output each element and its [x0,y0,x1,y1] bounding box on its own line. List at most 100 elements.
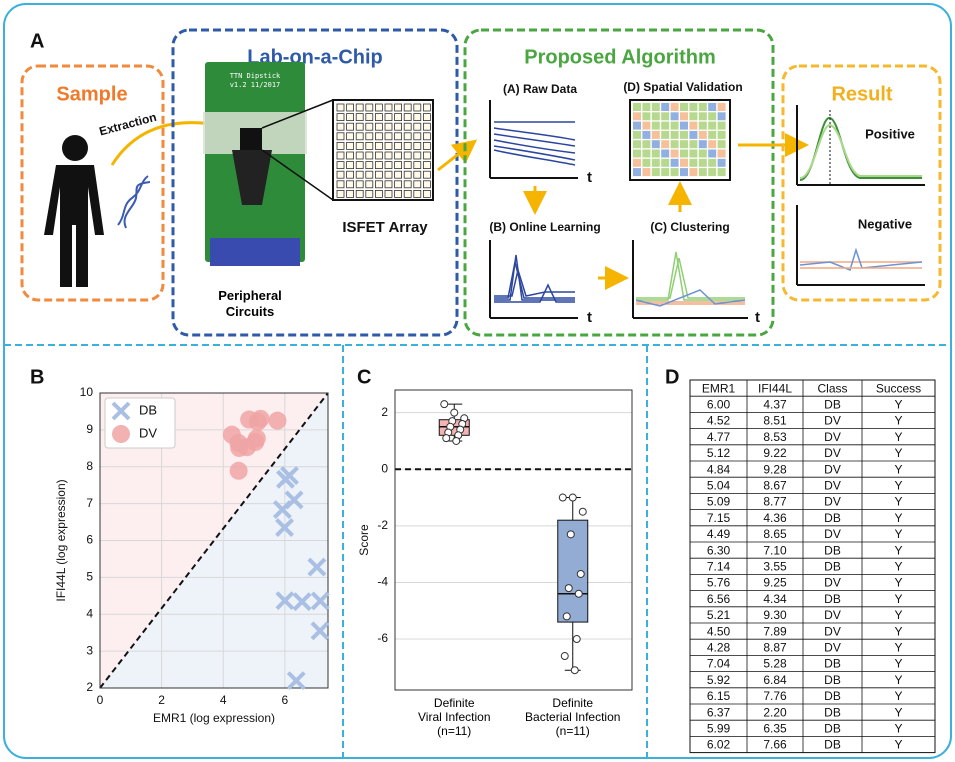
point [566,530,575,539]
table-cell: 8.87 [763,640,787,654]
step-label: (A) Raw Data [503,82,577,96]
validation-cell [642,140,651,149]
step-label: (D) Spatial Validation [623,80,742,94]
array-cell [413,161,422,170]
table-cell: 4.84 [707,462,731,476]
validation-cell [698,121,707,130]
validation-cell [651,158,660,167]
validation-cell [708,130,717,139]
table-cell: Y [894,543,902,557]
table-cell: Y [894,430,902,444]
mini-axes [796,205,925,286]
zoom-line [261,149,334,201]
array-cell [365,161,374,170]
validation-cell [661,140,670,149]
legend-label: DV [139,425,157,440]
table-cell: 9.22 [763,446,787,460]
validation-cell [651,168,660,177]
array-cell [365,122,374,131]
array-cell [403,170,412,179]
array-cell [422,132,431,141]
validation-cell [661,158,670,167]
point [286,671,306,691]
validation-cell [651,112,660,121]
validation-cell [698,103,707,111]
validation-cell [689,121,698,130]
person-head [62,135,88,161]
y-tick-label: 8 [86,459,93,473]
table-cell: DB [824,397,841,411]
board-text: TTN Dipstick v1.2 11/2017 [229,72,281,89]
table-cell: Y [894,576,902,590]
array-cell [413,170,422,179]
raw-curves [493,121,576,166]
array-grid [336,103,431,198]
validation-cell [708,112,717,121]
array-cell [355,180,364,189]
array-cell [394,141,403,150]
table-cell: DV [824,640,841,654]
validation-cell [670,130,679,139]
table-cell: 7.04 [707,657,731,671]
array-cell [355,161,364,170]
dna [123,181,151,229]
extraction-label: Extraction [98,110,158,139]
table-cell: 6.56 [707,592,731,606]
sample-box [20,64,165,302]
validation-cell [680,112,688,121]
array-cell [413,189,422,198]
array-cell [422,103,431,112]
array-cell [365,180,374,189]
table-cell: 5.21 [707,608,731,622]
table-cell: DB [824,738,841,752]
table-cell: 8.67 [763,478,787,492]
array-label: ISFET Array [342,219,428,236]
array-cell [355,151,364,160]
array-cell [384,132,393,141]
validation-cell [698,149,707,158]
outer-frame [3,3,952,759]
table-cell: 5.92 [707,673,731,687]
validation-cell [717,149,726,158]
table-cell: 6.00 [707,397,731,411]
online-curves [494,254,575,303]
table-cell: DV [824,430,841,444]
panel-label: D [665,366,679,388]
x-axis-label: EMR1 (log expression) [153,711,275,725]
array-cell [413,113,422,121]
point [310,591,330,611]
point [568,493,577,502]
array-cell [384,141,393,150]
array-cell [346,132,355,141]
table-cell: 5.28 [763,657,787,671]
array-cell [336,151,345,160]
y-tick-label: -6 [377,631,388,645]
array-cell [403,189,412,198]
validation-cell [689,112,698,121]
validation-cell [661,149,670,158]
point [112,425,130,443]
array-cell [346,161,355,170]
table-cell: 6.35 [763,721,787,735]
array-cell [365,132,374,141]
array-cell [413,103,422,112]
array-cell [336,161,345,170]
point [251,409,270,428]
table-cell: DB [824,511,841,525]
table-cell: 7.89 [763,624,787,638]
array-cell [346,151,355,160]
x-tick-label: Definite Viral Infection (n=11) [418,696,491,738]
validation-cell [708,121,717,130]
array-cell [374,189,383,198]
table-cell: 4.36 [763,511,787,525]
table-cell: 7.15 [707,511,731,525]
result-box [781,64,942,302]
point [452,436,461,445]
mini-axes [489,100,578,179]
point [272,500,292,519]
validation-cell [717,130,726,139]
y-tick-label: 6 [86,533,93,547]
table-frame [689,379,936,754]
validation-cell [708,168,717,177]
